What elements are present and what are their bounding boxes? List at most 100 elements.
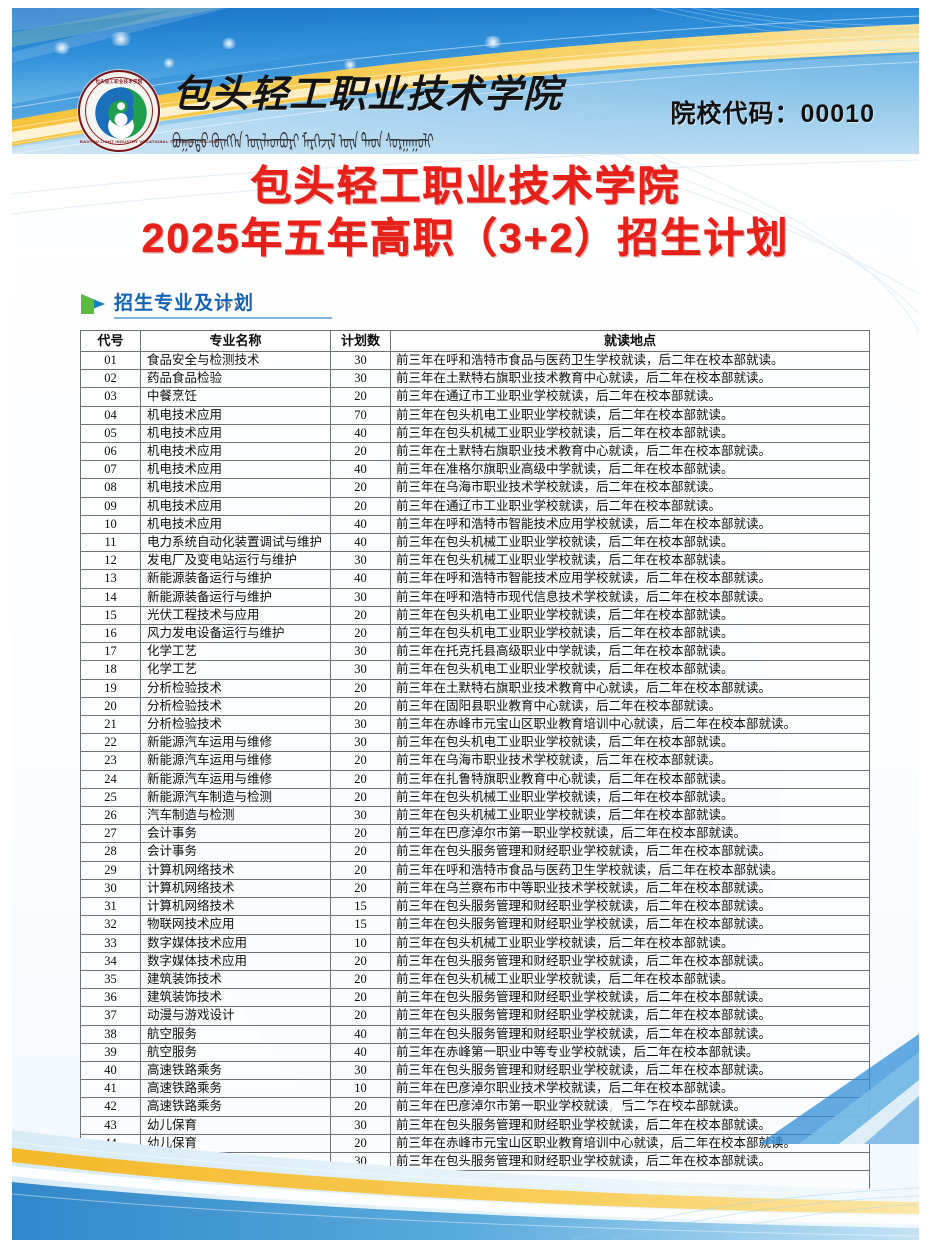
cell-num: 20 xyxy=(330,678,391,698)
cell-major: 食品安全与检测技术 xyxy=(140,350,331,371)
cell-place: 前三年在呼和浩特市智能技术应用学校就读，后二年在校本部就读。 xyxy=(390,514,870,535)
cell-place: 前三年在包头服务管理和财经职业学校就读，后二年在校本部就读。 xyxy=(390,988,870,1008)
cell-place: 前三年在巴彦淖尔市第一职业学校就读，后二年在校本部就读。 xyxy=(390,1097,870,1117)
cell-num: 20 xyxy=(330,842,391,862)
cell-major: 计算机网络技术 xyxy=(140,860,331,880)
cell-code: 09 xyxy=(80,496,141,516)
table-row: 19 分析检验技术 20 前三年在土默特右旗职业技术教育中心就读，后二年在校本部就读。 xyxy=(80,678,870,698)
cell-num: 20 xyxy=(330,496,391,516)
sparkle-glow xyxy=(220,38,238,49)
cell-num: 20 xyxy=(330,860,391,880)
table-row: 34 数字媒体技术应用 20 前三年在包头服务管理和财经职业学校就读，后二年在校本部就… xyxy=(80,951,870,971)
cell-major: 机电技术应用 xyxy=(140,478,331,498)
institution-code: 院校代码：00010 xyxy=(670,100,875,128)
cell-major: 中餐烹饪 xyxy=(140,387,331,407)
cell-major: 分析检验技术 xyxy=(140,696,331,717)
cell-place: 前三年在土默特右旗职业技术教育中心就读，后二年在校本部就读。 xyxy=(390,442,870,462)
cell-num: 30 xyxy=(330,642,391,662)
emblem-ring xyxy=(85,77,153,145)
cell-major: 新能源汽车运用与维修 xyxy=(140,751,331,771)
main-titles: 包头轻工职业技术学院 2025年五年高职（3+2）招生计划 xyxy=(12,160,919,265)
cell-num: 30 xyxy=(330,587,391,607)
title-line-1: 包头轻工职业技术学院 xyxy=(250,163,681,210)
cell-code: 03 xyxy=(80,387,141,407)
cell-major: 建筑装饰技术 xyxy=(140,969,331,990)
cell-major: 新能源汽车运用与维修 xyxy=(140,733,331,753)
cell-num: 40 xyxy=(330,569,391,589)
school-name-block: 包头轻工职业技术学院 ᠪᠤᠭᠤᠲᠤ ᠬᠥᠩᠭᠡᠨ ᠦᠢᠯᠡᠳᠪᠦᠷᠢ ᠮᠡᠷᠭᠡ… xyxy=(172,74,592,154)
cell-place: 前三年在土默特右旗职业技术教育中心就读，后二年在校本部就读。 xyxy=(390,678,870,698)
sparkle-glow xyxy=(52,42,72,54)
cell-place: 前三年在赤峰市元宝山区职业教育培训中心就读，后二年在校本部就读。 xyxy=(390,715,870,735)
table-header-row: 代号 专业名称 计划数 就读地点 xyxy=(80,330,870,352)
table-row: 03 中餐烹饪 20 前三年在通辽市工业职业学校就读，后二年在校本部就读。 xyxy=(80,387,870,407)
cell-major: 高速铁路乘务 xyxy=(140,1079,331,1099)
cell-place: 前三年在包头机械工业职业学校就读，后二年在校本部就读。 xyxy=(390,933,870,953)
cell-place: 前三年在赤峰市元宝山区职业教育培训中心就读，后二年在校本部就读。 xyxy=(390,1133,870,1153)
cell-code: 02 xyxy=(80,369,141,389)
cell-num: 30 xyxy=(330,369,391,389)
cell-code: 22 xyxy=(80,733,141,753)
cell-major: 计算机网络技术 xyxy=(140,897,331,917)
cell-code: 18 xyxy=(80,660,141,680)
cell-place: 前三年在包头服务管理和财经职业学校就读，后二年在校本部就读。 xyxy=(390,1151,870,1172)
cell-place: 前三年在包头机电工业职业学校就读，后二年在校本部就读。 xyxy=(390,624,870,644)
cell-code: 08 xyxy=(80,478,141,498)
cell-place: 前三年在包头机械工业职业学校就读，后二年在校本部就读。 xyxy=(390,806,870,826)
cell-num: 40 xyxy=(330,1042,391,1062)
cell-code: 43 xyxy=(80,1115,141,1135)
table-row: 33 数字媒体技术应用 10 前三年在包头机械工业职业学校就读，后二年在校本部就读。 xyxy=(80,933,870,953)
cell-code: 12 xyxy=(80,551,141,571)
cell-major: 分析检验技术 xyxy=(140,715,331,735)
cell-major: 化学工艺 xyxy=(140,660,331,680)
cell-num: 20 xyxy=(330,1133,391,1153)
cell-place: 前三年在包头服务管理和财经职业学校就读，后二年在校本部就读。 xyxy=(390,951,870,971)
table-row: 42 高速铁路乘务 20 前三年在巴彦淖尔市第一职业学校就读，后二年在校本部就读。 xyxy=(80,1097,870,1117)
cell-num: 40 xyxy=(330,514,391,535)
cell-code: 05 xyxy=(80,423,141,444)
cell-num: 30 xyxy=(330,350,391,371)
cell-num: 20 xyxy=(330,478,391,498)
cell-place: 前三年在赤峰第一职业中等专业学校就读，后二年在校本部就读。 xyxy=(390,1042,870,1062)
cell-major: 计算机网络技术 xyxy=(140,878,331,899)
sparkle-glow xyxy=(108,32,134,46)
title-line-2: 2025年五年高职（3+2）招生计划 xyxy=(141,215,790,262)
cell-major: 机电技术应用 xyxy=(140,442,331,462)
cell-major: 机电技术应用 xyxy=(140,460,331,480)
sparkle-glow xyxy=(342,60,358,70)
cell-code: 14 xyxy=(80,587,141,607)
table-row: 14 新能源装备运行与维护 30 前三年在呼和浩特市现代信息技术学校就读，后二年在校本… xyxy=(80,587,870,607)
cell-major: 电力系统自动化装置调试与维护 xyxy=(140,533,331,553)
table-row: 09 机电技术应用 20 前三年在通辽市工业职业学校就读，后二年在校本部就读。 xyxy=(80,496,870,516)
cell-num: 20 xyxy=(330,787,391,808)
table-row: 41 高速铁路乘务 10 前三年在巴彦淖尔职业技术学校就读，后二年在校本部就读。 xyxy=(80,1079,870,1099)
cell-place: 前三年在包头机械工业职业学校就读，后二年在校本部就读。 xyxy=(390,969,870,990)
cell-code: 29 xyxy=(80,860,141,880)
section-heading-label: 招生专业及计划 xyxy=(114,288,333,319)
cell-place: 前三年在巴彦淖尔市第一职业学校就读，后二年在校本部就读。 xyxy=(390,824,870,844)
col-header-code: 代号 xyxy=(80,330,141,352)
cell-code: 04 xyxy=(80,405,141,425)
cell-code: 15 xyxy=(80,605,141,626)
table-row: 13 新能源装备运行与维护 40 前三年在呼和浩特市智能技术应用学校就读，后二年在校本… xyxy=(80,569,870,589)
cell-num: 20 xyxy=(330,1006,391,1026)
section-heading: 招生专业及计划 ››› xyxy=(80,288,333,319)
emblem-logo: 包头轻工职业技术学院 BAOTOU LIGHT INDUSTRY VOCATIO… xyxy=(78,70,218,152)
cell-code: 38 xyxy=(80,1024,141,1044)
table-row: 08 机电技术应用 20 前三年在乌海市职业技术学校就读，后二年在校本部就读。 xyxy=(80,478,870,498)
table-row: 04 机电技术应用 70 前三年在包头机电工业职业学校就读，后二年在校本部就读。 xyxy=(80,405,870,425)
cell-num: 20 xyxy=(330,605,391,626)
table-row: 22 新能源汽车运用与维修 30 前三年在包头机电工业职业学校就读，后二年在校本部就读… xyxy=(80,733,870,753)
cell-num: 20 xyxy=(330,1097,391,1117)
cell-place: 前三年在呼和浩特市食品与医药卫生学校就读，后二年在校本部就读。 xyxy=(390,350,870,371)
school-name-chinese: 包头轻工职业技术学院 xyxy=(172,74,563,116)
school-name-mongolian: ᠪᠤᠭᠤᠲᠤ ᠬᠥᠩᠭᠡᠨ ᠦᠢᠯᠡᠳᠪᠦᠷᠢ ᠮᠡᠷᠭᠡᠵᠢᠯ ᠦᠨ ᠳᠡᠳ … xyxy=(172,131,434,155)
table-row: 01 食品安全与检测技术 30 前三年在呼和浩特市食品与医药卫生学校就读，后二年在校本… xyxy=(80,350,870,371)
cell-major: 风力发电设备运行与维护 xyxy=(140,624,331,644)
cell-major: 机电技术应用 xyxy=(140,423,331,444)
cell-code: 28 xyxy=(80,842,141,862)
cell-code: 41 xyxy=(80,1079,141,1099)
emblem-arc-text-top: 包头轻工职业技术学院 xyxy=(95,79,143,84)
emblem-swirl-icon xyxy=(94,86,148,140)
cell-place: 前三年在托克托县高级职业中学就读，后二年在校本部就读。 xyxy=(390,642,870,662)
